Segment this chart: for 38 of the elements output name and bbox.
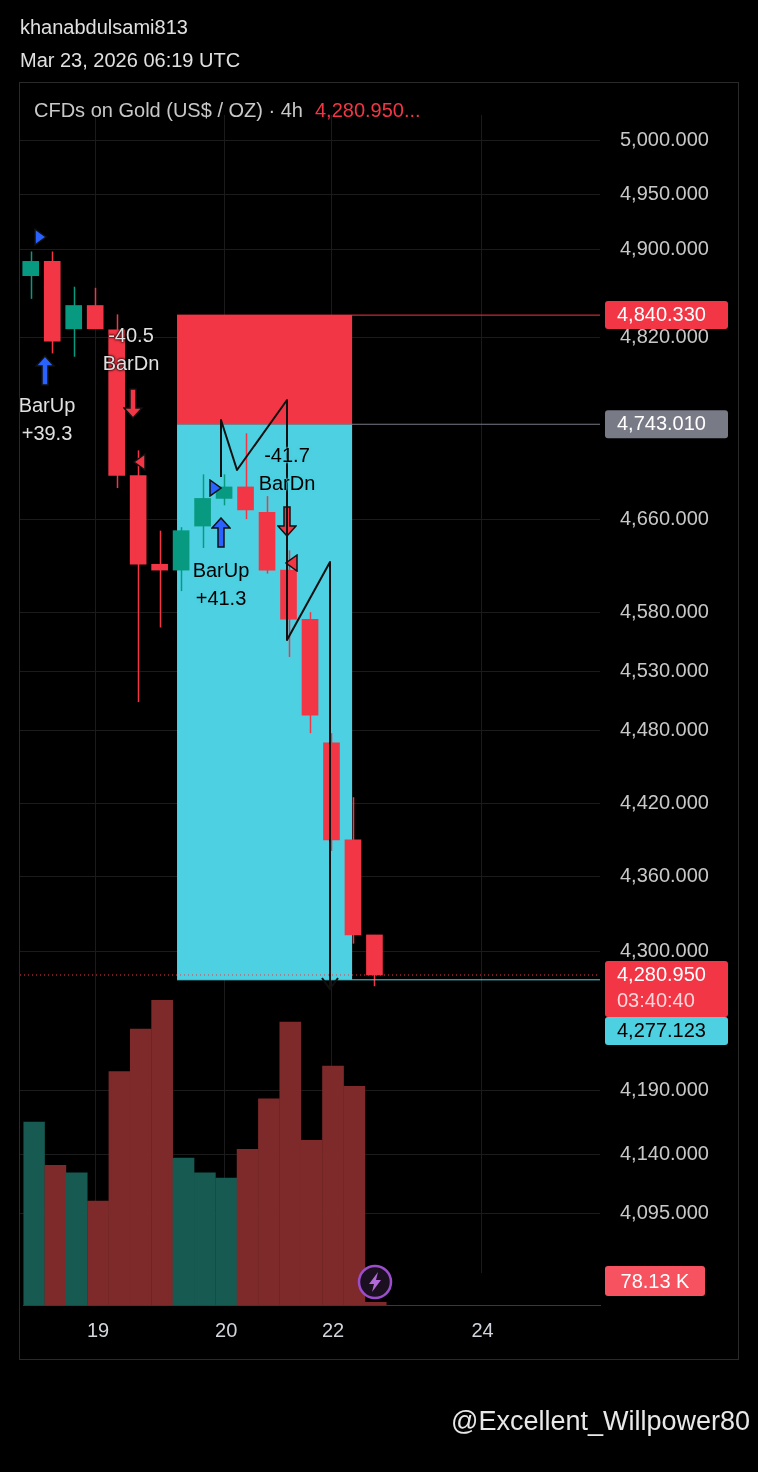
y-tick-label: 4,420.000 [620, 790, 709, 813]
candlestick [65, 285, 83, 358]
annotation: BarUp +39.3 [18, 393, 76, 446]
text: khanabdulsami813 [20, 16, 188, 39]
bar [44, 1164, 67, 1305]
y-tick-label: 4,580.000 [620, 599, 709, 622]
ref-line-label: 4,277.123 [617, 1018, 706, 1041]
chart-title: CFDs on Gold (US$ / OZ) · 4h [34, 99, 303, 121]
bar [65, 1172, 88, 1305]
y-tick-label: 4,480.000 [620, 718, 709, 741]
y-tick-label: 4,360.000 [620, 864, 709, 887]
text: @Excellent_Willpower80 [450, 1406, 750, 1437]
y-tick-label: 4,900.000 [620, 236, 709, 259]
x-tick-label: 20 [215, 1318, 238, 1341]
candlestick [151, 529, 168, 629]
candlestick [86, 287, 104, 330]
ref-line-label: 4,280.950 03:40:40 [617, 962, 706, 1011]
y-tick-label: 4,660.000 [620, 506, 709, 529]
y-tick-label: 4,095.000 [620, 1201, 709, 1224]
candlestick [237, 432, 254, 520]
text: 78.13 K [605, 1266, 705, 1296]
y-tick-label: 4,300.000 [620, 938, 709, 961]
y-tick-label: 5,000.000 [620, 128, 709, 151]
chart-subtitle: 4,280.950... [314, 99, 421, 121]
ref-line-label: 4,743.010 [617, 411, 706, 434]
y-tick-label: 4,190.000 [620, 1077, 709, 1100]
text: Mar 23, 2026 06:19 UTC [20, 49, 241, 72]
annotation: BarUp +41.3 [192, 558, 250, 611]
ref-line-label: 4,840.330 [617, 302, 706, 325]
y-tick-label: 4,140.000 [620, 1142, 709, 1165]
y-tick-label: 4,950.000 [620, 182, 709, 205]
x-tick-label: 24 [471, 1318, 494, 1341]
bar [23, 1121, 45, 1305]
x-tick-label: 22 [321, 1318, 345, 1341]
x-tick-label: 19 [86, 1318, 110, 1341]
y-tick-label: 4,820.000 [620, 325, 709, 348]
y-tick-label: 4,530.000 [620, 658, 709, 681]
candlestick [22, 250, 40, 300]
